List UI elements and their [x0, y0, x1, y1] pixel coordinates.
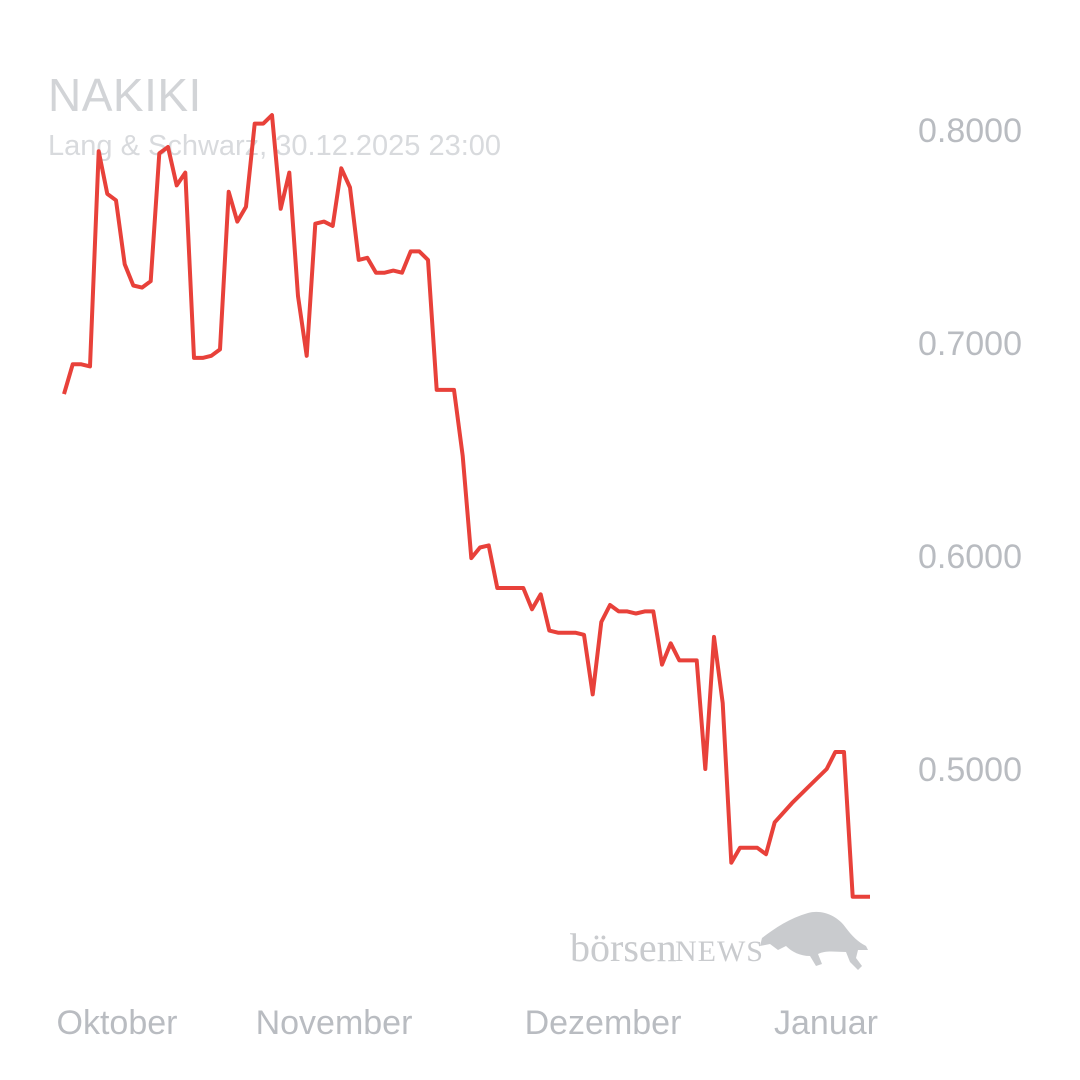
y-tick-label: 0.6000 — [918, 538, 1022, 576]
watermark-news-text: NEWS — [675, 935, 764, 968]
x-axis-ticks: Oktober November Dezember Januar — [57, 1004, 878, 1042]
x-tick-label: Oktober — [57, 1004, 178, 1042]
watermark-text: börsen — [570, 925, 677, 970]
x-tick-label: November — [256, 1004, 413, 1042]
x-tick-label: Dezember — [525, 1004, 682, 1042]
price-line — [62, 113, 870, 899]
chart-title: NAKIKI — [48, 69, 202, 121]
y-axis-ticks: 0.8000 0.7000 0.6000 0.5000 — [918, 112, 1022, 789]
x-tick-label: Januar — [774, 1004, 878, 1042]
y-tick-label: 0.8000 — [918, 112, 1022, 150]
bull-icon — [760, 911, 868, 970]
y-tick-label: 0.7000 — [918, 325, 1022, 363]
y-tick-label: 0.5000 — [918, 751, 1022, 789]
price-series — [62, 113, 870, 899]
watermark: börsen NEWS — [570, 911, 868, 970]
